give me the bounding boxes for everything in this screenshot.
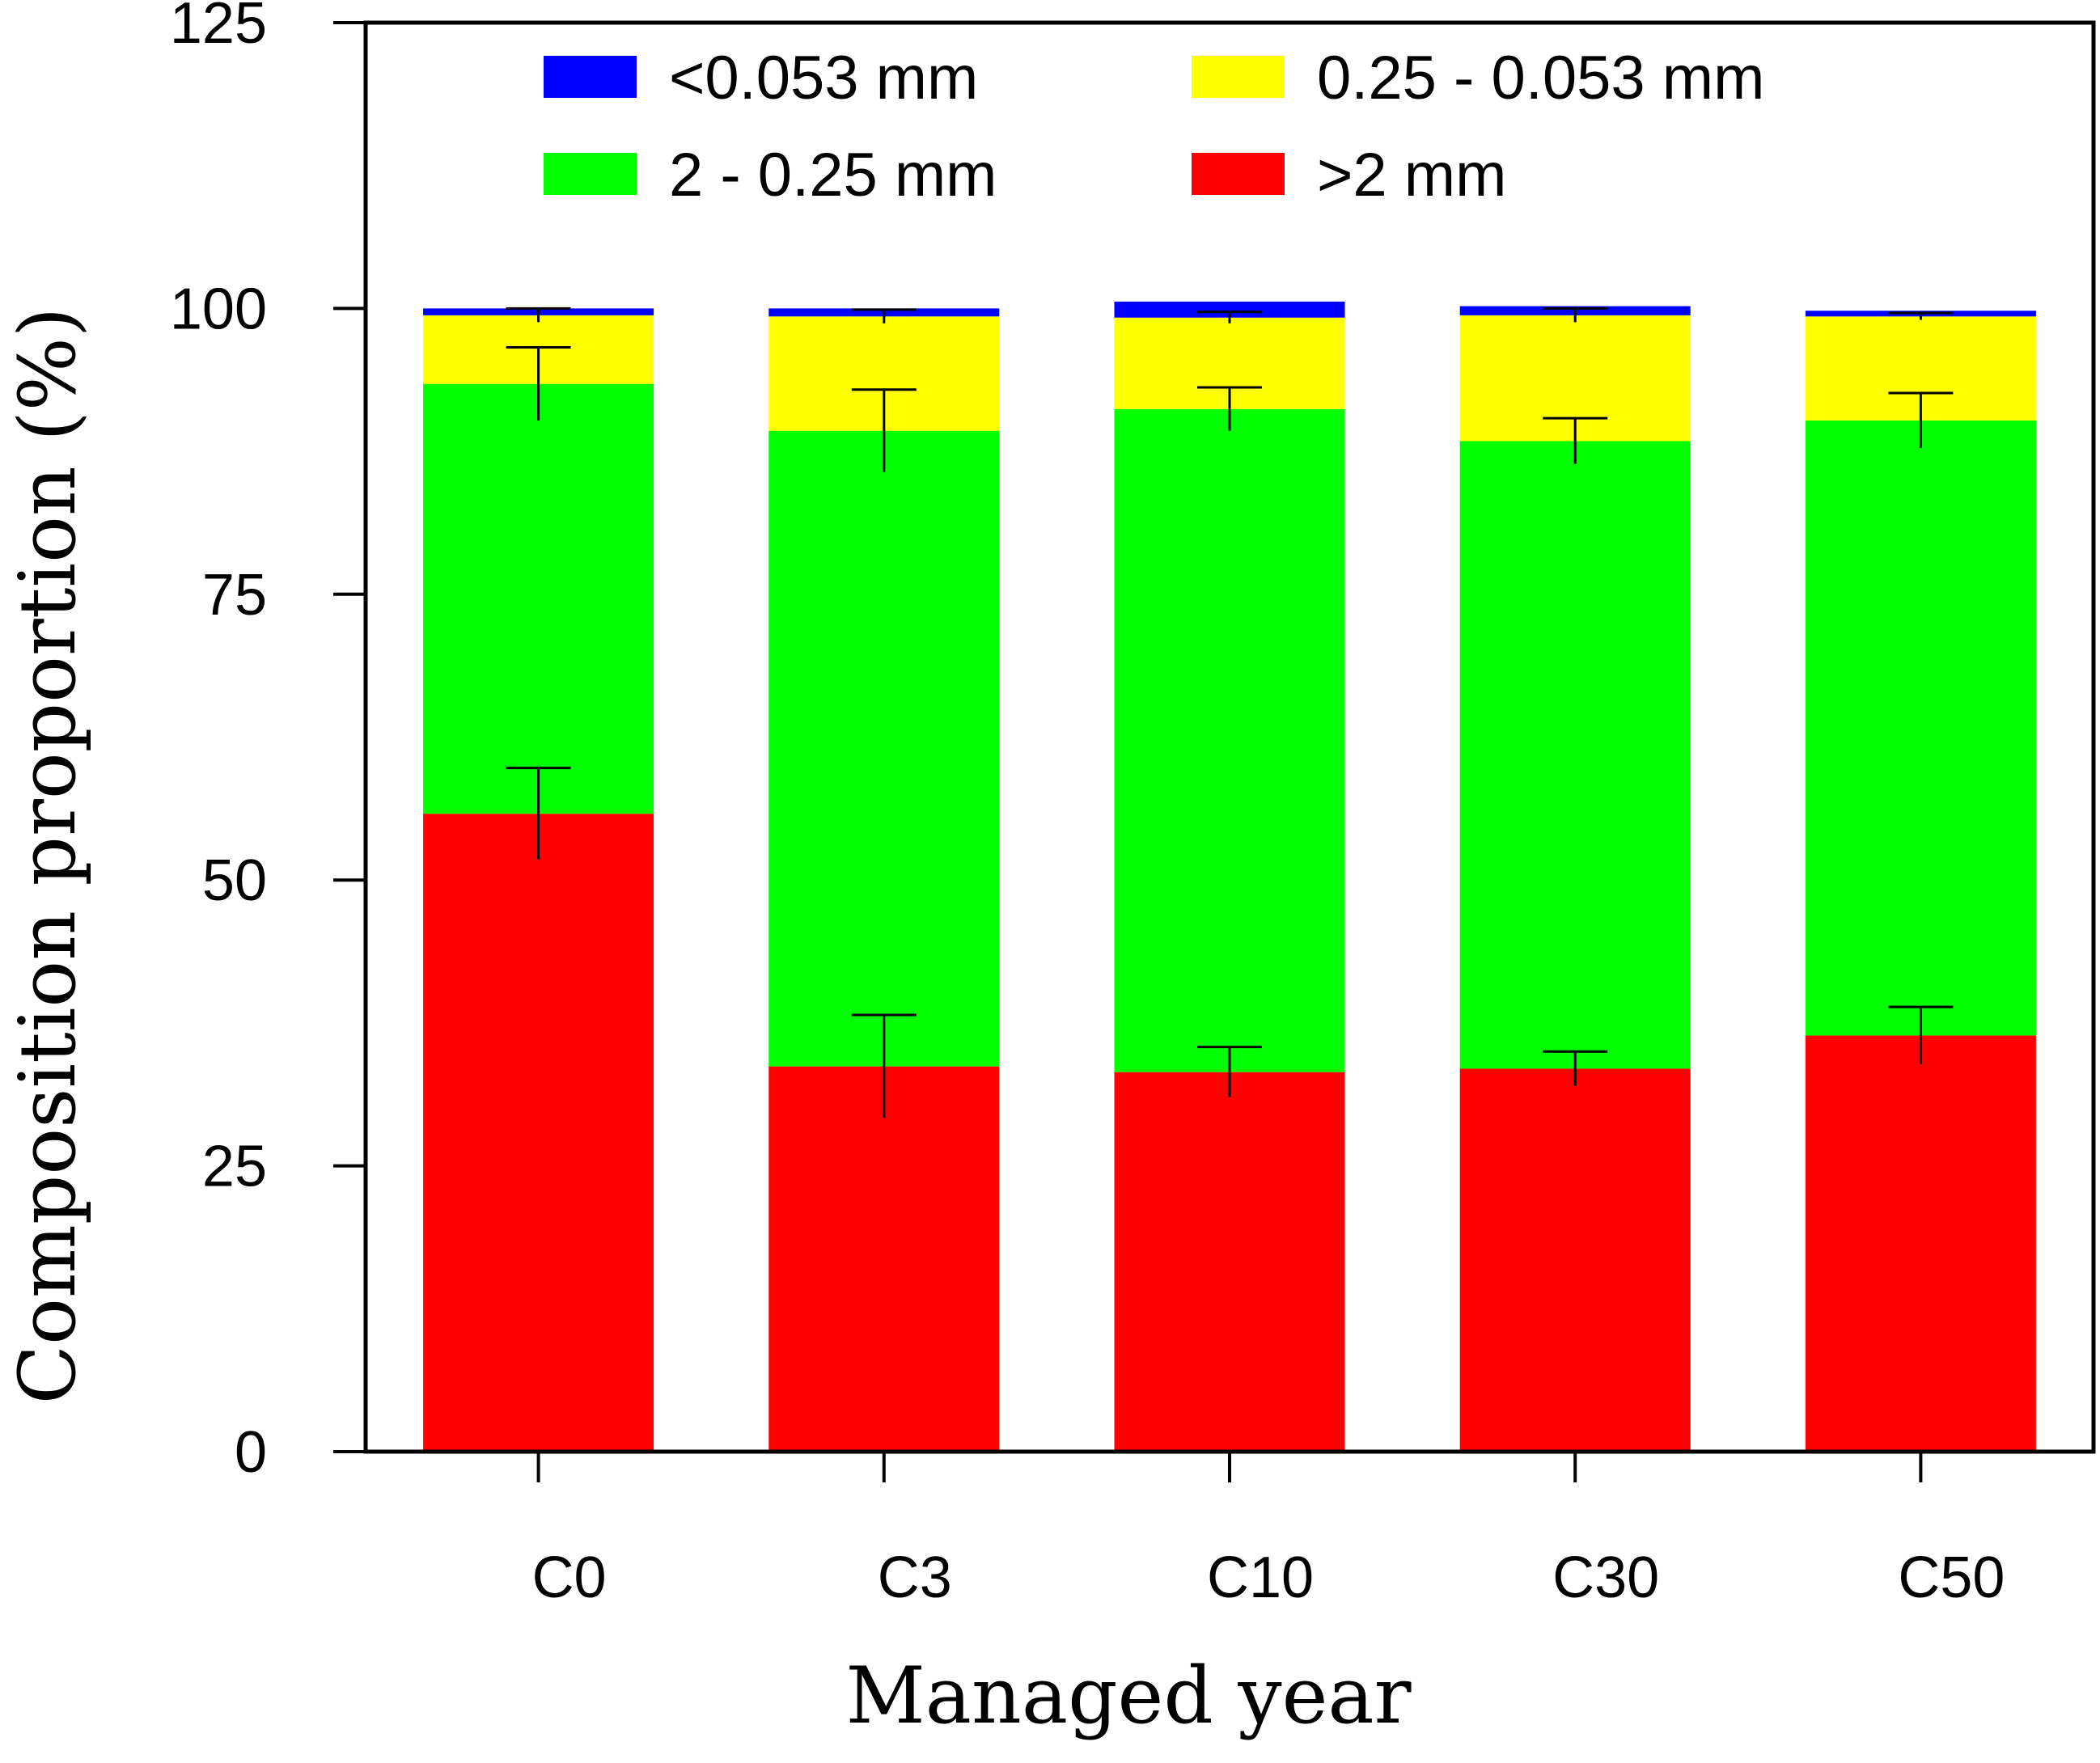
y-tick-label-100: 100 (170, 277, 267, 341)
bars-layer (423, 301, 2036, 1452)
bar-C50-series-1 (1805, 420, 2036, 1036)
x-tick-label-C10: C10 (1207, 1545, 1314, 1610)
x-tick-label-C0: C0 (532, 1545, 607, 1610)
error-bars-layer (506, 307, 1954, 1118)
x-tick-label-C30: C30 (1552, 1545, 1659, 1610)
y-axis-title: Composition proportion (%) (2, 307, 93, 1405)
bar-C3-series-0 (768, 1066, 1000, 1452)
y-tick-label-50: 50 (202, 848, 267, 913)
bar-C10-series-3 (1114, 301, 1345, 318)
bar-C0-series-0 (423, 814, 654, 1452)
y-tick-label-125: 125 (170, 0, 267, 56)
legend: <0.053 mm 0.25 - 0.053 mm 2 - 0.25 mm >2 mm (544, 44, 1764, 209)
legend-swatch-3 (1192, 153, 1285, 195)
bar-C30-series-0 (1459, 1068, 1691, 1452)
legend-label-3: >2 mm (1317, 141, 1506, 209)
y-tick-label-25: 25 (202, 1135, 267, 1199)
plot-frame (363, 20, 2096, 1454)
x-tick-label-C3: C3 (878, 1545, 952, 1610)
legend-swatch-1 (1192, 56, 1285, 98)
legend-label-2: 2 - 0.25 mm (669, 141, 997, 209)
bar-C0-series-1 (423, 383, 654, 814)
legend-label-0: <0.053 mm (669, 44, 978, 112)
y-tick-label-75: 75 (202, 563, 267, 628)
bar-C50-series-0 (1805, 1035, 2036, 1452)
bar-C3-series-1 (768, 430, 1000, 1067)
y-tick-label-0: 0 (235, 1420, 267, 1485)
x-tick-label-C50: C50 (1898, 1545, 2005, 1610)
bar-C10-series-0 (1114, 1072, 1345, 1452)
bar-C10-series-1 (1114, 408, 1345, 1072)
legend-swatch-2 (544, 153, 637, 195)
x-axis-title: Managed year (846, 1651, 1412, 1741)
legend-label-1: 0.25 - 0.053 mm (1317, 44, 1764, 112)
bar-C30-series-1 (1459, 441, 1691, 1069)
axes-layer: C0 C3 C10 C30 C50 0 25 50 75 100 125 (170, 0, 2096, 1610)
legend-swatch-0 (544, 56, 637, 98)
